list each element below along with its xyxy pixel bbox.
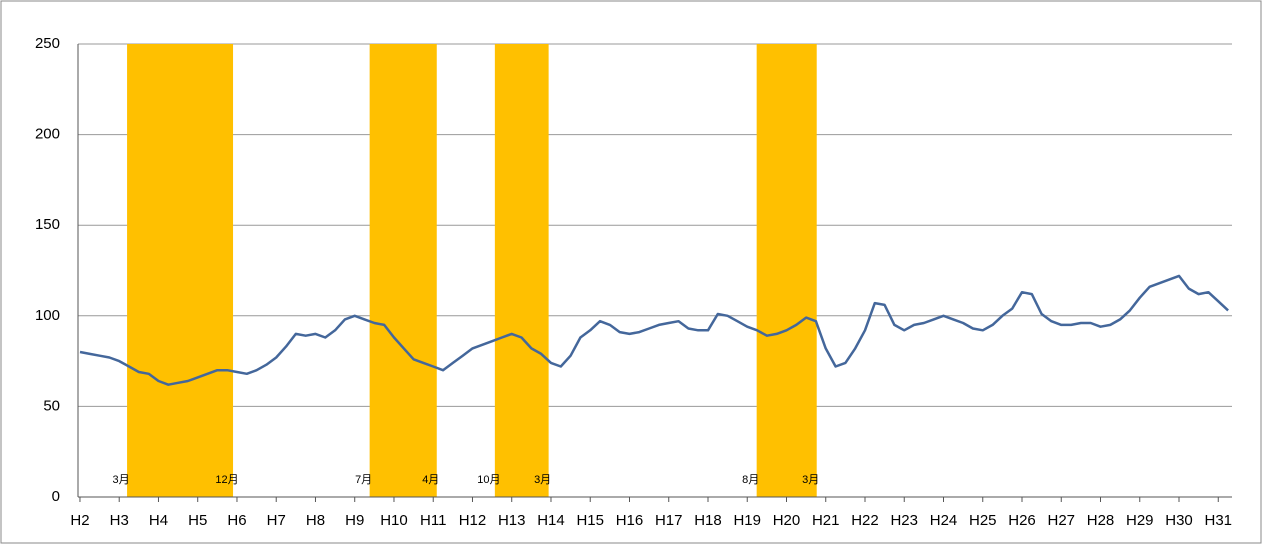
x-tick-label: H7	[267, 512, 286, 529]
band-end-label: 12月	[215, 474, 238, 486]
y-tick-label: 250	[35, 35, 60, 52]
x-tick-label: H23	[890, 512, 918, 529]
x-tick-label: H6	[227, 512, 246, 529]
x-tick-label: H3	[110, 512, 129, 529]
x-tick-label: H18	[694, 512, 722, 529]
y-tick-label: 200	[35, 126, 60, 143]
x-tick-label: H11	[420, 512, 446, 529]
x-tick-label: H20	[773, 512, 801, 529]
band-start-label: 8月	[742, 474, 759, 486]
x-tick-label: H9	[345, 512, 364, 529]
x-tick-label: H27	[1047, 512, 1075, 529]
x-tick-label: H19	[733, 512, 761, 529]
x-tick-label: H4	[149, 512, 168, 529]
recession-band	[127, 44, 234, 497]
x-tick-label: H29	[1126, 512, 1154, 529]
y-tick-label: 100	[35, 307, 60, 324]
x-tick-label: H16	[616, 512, 644, 529]
band-end-label: 3月	[802, 474, 819, 486]
x-tick-label: H26	[1008, 512, 1036, 529]
x-tick-label: H25	[969, 512, 997, 529]
x-tick-label: H10	[380, 512, 408, 529]
x-tick-label: H2	[70, 512, 89, 529]
recession-band	[494, 44, 549, 497]
x-tick-label: H13	[498, 512, 526, 529]
x-tick-label: H15	[576, 512, 604, 529]
band-end-label: 4月	[422, 474, 439, 486]
x-tick-label: H17	[655, 512, 683, 529]
x-tick-label: H24	[930, 512, 958, 529]
x-tick-label: H8	[306, 512, 325, 529]
x-tick-label: H22	[851, 512, 879, 529]
x-tick-label: H12	[459, 512, 487, 529]
y-tick-label: 0	[52, 488, 60, 505]
x-tick-label: H21	[812, 512, 840, 529]
x-tick-label: H31	[1204, 512, 1232, 529]
x-tick-label: H28	[1087, 512, 1115, 529]
x-tick-label: H14	[537, 512, 565, 529]
y-tick-label: 50	[43, 397, 60, 414]
x-tick-label: H30	[1165, 512, 1193, 529]
recession-band	[756, 44, 817, 497]
y-tick-label: 150	[35, 216, 60, 233]
band-end-label: 3月	[534, 474, 551, 486]
band-start-label: 7月	[355, 474, 372, 486]
recession-band	[369, 44, 437, 497]
band-start-label: 3月	[113, 474, 130, 486]
x-tick-label: H5	[188, 512, 207, 529]
band-start-label: 10月	[477, 474, 500, 486]
data-line	[79, 274, 1229, 386]
